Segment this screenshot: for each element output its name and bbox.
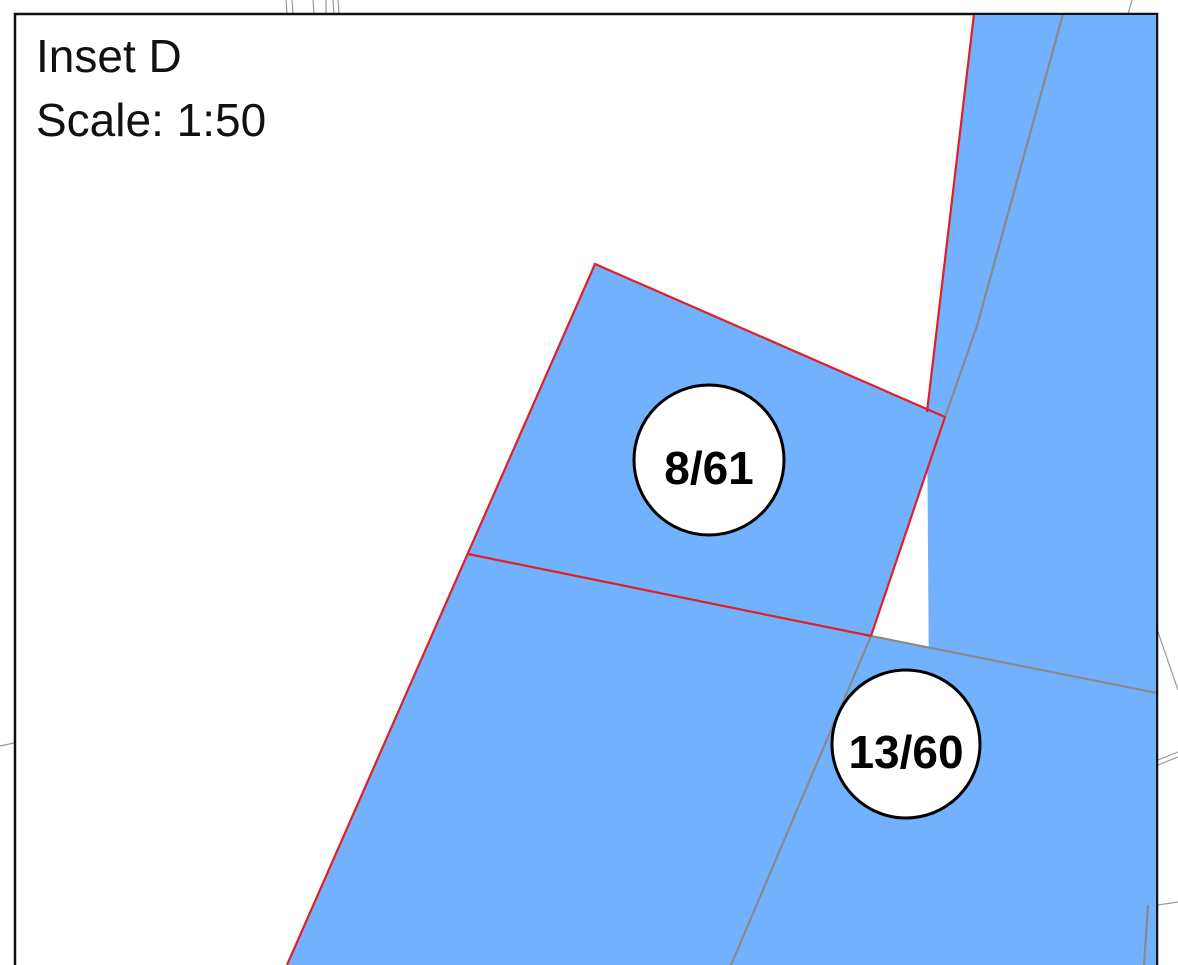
outside-frame-lines [0, 0, 1178, 906]
background-line [1127, 0, 1133, 15]
label-circle [830, 668, 982, 820]
boundary-line [467, 552, 872, 638]
grey-boundaries [729, 15, 1156, 965]
boundary-line [1142, 904, 1150, 965]
parcel-label-8-61[interactable]: 8/61 [632, 383, 786, 537]
background-line [1157, 751, 1178, 761]
parcel-area-13-60[interactable] [287, 554, 1157, 965]
background-line [1157, 631, 1178, 691]
background-line [1157, 901, 1178, 906]
boundary-line [925, 15, 975, 413]
background-line [1157, 756, 1178, 766]
label-circle [632, 383, 786, 537]
boundary-line [729, 635, 873, 965]
background-line [0, 742, 15, 747]
background-line [312, 0, 315, 15]
background-line [332, 0, 335, 15]
background-line [337, 0, 340, 15]
background-line [291, 0, 294, 15]
boundary-line [870, 634, 1156, 694]
parcel-label-text: 8/61 [664, 442, 754, 494]
red-boundaries [285, 15, 975, 965]
parcel-label-text: 13/60 [848, 726, 963, 778]
boundary-line [285, 262, 947, 965]
parcel-label-13-60[interactable]: 13/60 [830, 668, 982, 820]
inset-title: Inset D [36, 30, 182, 82]
background-line [285, 0, 288, 15]
boundary-line [943, 15, 1064, 418]
inset-scale: Scale: 1:50 [36, 94, 266, 146]
